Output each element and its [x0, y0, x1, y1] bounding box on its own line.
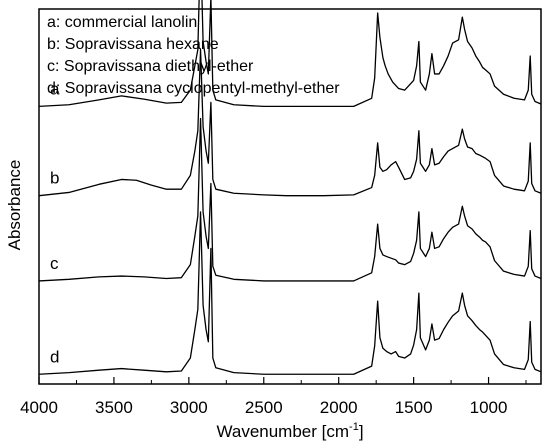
series-tag-d: d — [50, 347, 59, 366]
x-tick-label: 1500 — [395, 398, 433, 417]
spectrum-b — [38, 48, 542, 197]
legend: a: commercial lanolin b: Sopravissana hex… — [47, 14, 340, 97]
x-tick-label: 3500 — [95, 398, 133, 417]
plot-frame — [38, 8, 542, 385]
series-tags: a b c d — [50, 79, 60, 366]
spectrum-a — [38, 0, 542, 108]
series-tag-b: b — [50, 169, 59, 188]
x-axis-ticks: 4000 3500 3000 2500 2000 1500 1000 — [20, 377, 527, 417]
series-tag-a: a — [50, 79, 60, 98]
x-tick-label: 3000 — [170, 398, 208, 417]
spectrum-c — [38, 117, 542, 282]
x-tick-label: 2500 — [245, 398, 283, 417]
x-tick-label: 2000 — [320, 398, 358, 417]
spectrum-d — [38, 211, 542, 375]
legend-entry: c: Sopravissana diethyl-ether — [47, 58, 254, 75]
spectra-traces — [38, 0, 542, 375]
series-tag-c: c — [50, 254, 59, 273]
x-axis-title: Wavenumber [cm-1] — [216, 421, 363, 441]
legend-entry: a: commercial lanolin — [47, 14, 197, 31]
x-tick-label: 1000 — [470, 398, 508, 417]
legend-entry: d: Sopravissana cyclopentyl-methyl-ether — [47, 80, 340, 97]
legend-entry: b: Sopravissana hexane — [47, 36, 219, 53]
x-tick-label: 4000 — [20, 398, 58, 417]
y-axis-title: Absorbance — [5, 160, 24, 251]
